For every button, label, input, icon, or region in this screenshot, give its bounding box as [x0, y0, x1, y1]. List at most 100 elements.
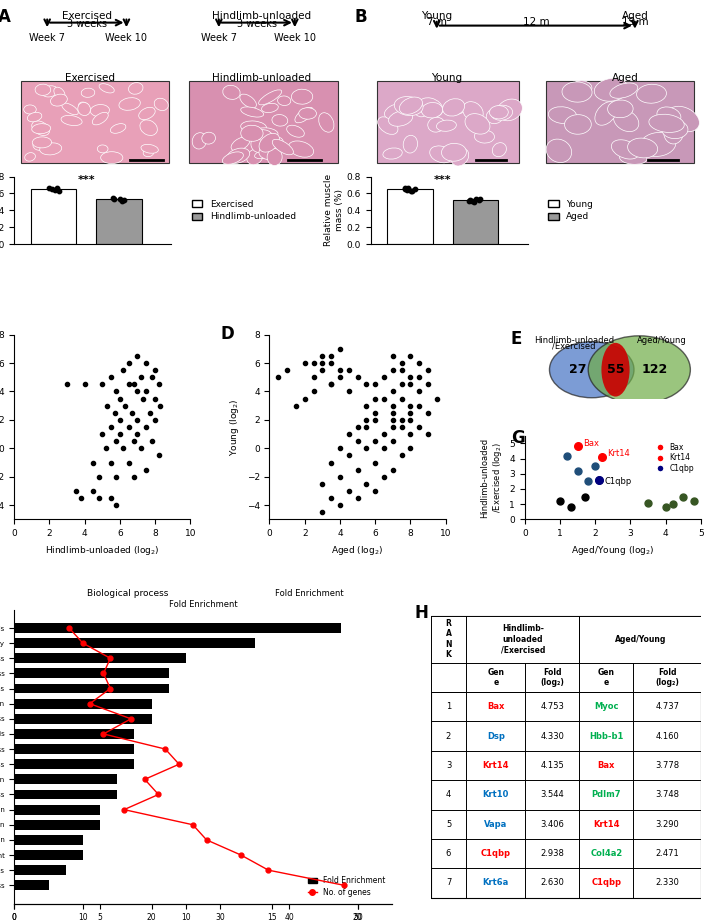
Text: 1: 1 — [446, 703, 451, 711]
Text: Hindlimb-
unloaded
/Exercised: Hindlimb- unloaded /Exercised — [501, 624, 545, 654]
Text: 4.753: 4.753 — [540, 703, 564, 711]
Text: Gen
e: Gen e — [598, 668, 615, 687]
Text: Hindlimb-unloaded: Hindlimb-unloaded — [534, 336, 615, 345]
Point — [326, 455, 337, 470]
Ellipse shape — [81, 89, 95, 98]
Point — [667, 497, 678, 512]
Bar — [14, 850, 83, 860]
Point — [370, 377, 381, 392]
Bar — [30, 189, 76, 244]
Bar — [14, 881, 49, 891]
Ellipse shape — [139, 107, 155, 120]
Ellipse shape — [421, 102, 442, 118]
Text: Young: Young — [431, 73, 462, 83]
Ellipse shape — [299, 108, 316, 119]
Point — [316, 356, 328, 371]
Ellipse shape — [42, 86, 58, 97]
Point — [387, 412, 399, 427]
Point — [464, 194, 475, 208]
Point — [406, 183, 417, 198]
Point — [405, 349, 416, 363]
Text: 7: 7 — [446, 879, 451, 888]
Point — [590, 459, 601, 474]
Point — [123, 455, 135, 470]
Text: Aged: Aged — [612, 73, 639, 83]
Text: Gen
e: Gen e — [487, 668, 504, 687]
Text: Pdlm7: Pdlm7 — [592, 790, 621, 799]
Ellipse shape — [33, 140, 47, 150]
Point — [405, 441, 416, 455]
Point — [396, 448, 407, 463]
Ellipse shape — [394, 97, 423, 115]
Point — [144, 406, 156, 420]
Ellipse shape — [223, 86, 240, 100]
Point — [141, 384, 152, 399]
Point — [402, 181, 413, 195]
Ellipse shape — [35, 84, 51, 95]
Point — [316, 362, 328, 377]
Point — [308, 370, 319, 384]
Point — [46, 182, 57, 196]
Ellipse shape — [442, 143, 467, 161]
Point — [378, 391, 389, 406]
Ellipse shape — [465, 113, 490, 134]
Point — [128, 434, 139, 449]
Point — [405, 427, 416, 442]
Point — [334, 341, 346, 356]
Point — [149, 412, 161, 427]
Point — [378, 441, 389, 455]
Text: C1qbp: C1qbp — [591, 879, 622, 888]
Text: 2.330: 2.330 — [655, 879, 679, 888]
Ellipse shape — [289, 141, 314, 157]
Ellipse shape — [620, 152, 647, 164]
Point — [396, 362, 407, 377]
Point — [100, 441, 111, 455]
Text: ***: *** — [434, 175, 452, 185]
Ellipse shape — [202, 132, 215, 144]
Bar — [387, 189, 433, 244]
Point — [70, 483, 81, 498]
Ellipse shape — [246, 149, 263, 165]
Point — [565, 500, 576, 514]
Ellipse shape — [562, 82, 592, 102]
Text: 19 m: 19 m — [622, 18, 649, 28]
X-axis label: Aged (log$_2$): Aged (log$_2$) — [331, 544, 384, 557]
Ellipse shape — [613, 110, 639, 132]
Text: Exercised: Exercised — [62, 11, 112, 20]
Bar — [14, 623, 341, 632]
Text: G: G — [510, 429, 525, 447]
Point — [387, 406, 399, 420]
Point — [469, 195, 480, 209]
Point — [660, 500, 671, 514]
Ellipse shape — [258, 89, 282, 105]
Point — [110, 434, 122, 449]
Point — [132, 412, 143, 427]
Text: 2: 2 — [446, 731, 451, 740]
Text: 3 weeks: 3 weeks — [237, 18, 277, 29]
Point — [123, 356, 135, 371]
Point — [473, 193, 484, 207]
Ellipse shape — [389, 111, 413, 126]
Ellipse shape — [119, 98, 140, 111]
Ellipse shape — [384, 103, 407, 119]
Bar — [189, 81, 338, 163]
Ellipse shape — [610, 83, 638, 99]
Ellipse shape — [607, 100, 633, 118]
Ellipse shape — [497, 99, 523, 121]
Point — [132, 349, 143, 363]
Text: 3.406: 3.406 — [540, 820, 564, 829]
Point — [406, 183, 418, 198]
Point — [431, 391, 442, 406]
Ellipse shape — [193, 133, 207, 149]
Ellipse shape — [110, 124, 126, 134]
Point — [79, 377, 90, 392]
Point — [561, 448, 573, 463]
Ellipse shape — [255, 149, 274, 159]
Text: 4.737: 4.737 — [655, 703, 679, 711]
Point — [387, 349, 399, 363]
Point — [290, 398, 302, 413]
Ellipse shape — [231, 136, 250, 151]
Point — [326, 349, 337, 363]
Bar — [14, 835, 83, 845]
Text: 5: 5 — [446, 820, 451, 829]
